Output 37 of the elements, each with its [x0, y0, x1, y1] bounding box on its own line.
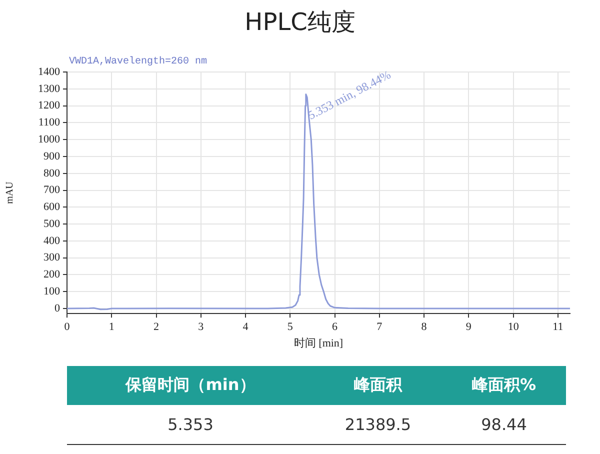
x-tick-label: 6 [332, 321, 338, 334]
text: 峰面积% [442, 366, 566, 405]
x-axis-title: 时间 [min] [294, 336, 344, 350]
text: 21389.5 [314, 405, 442, 444]
x-tick-label: 4 [242, 321, 249, 334]
x-tick-label: 1 [108, 321, 114, 334]
y-tick-label: 1200 [38, 100, 60, 112]
x-tick-label: 3 [198, 321, 204, 334]
y-tick-label: 300 [44, 252, 60, 264]
chart-title: HPLC纯度 [244, 7, 356, 38]
y-tick-label: 1300 [38, 82, 60, 95]
y-tick-label: 800 [44, 167, 60, 180]
x-tick-label: 5 [287, 321, 294, 334]
y-tick-label: 400 [44, 234, 60, 247]
x-tick-label: 11 [552, 321, 564, 334]
y-tick-label: 0 [54, 302, 60, 314]
y-tick-label: 200 [44, 268, 60, 281]
text: 5.353 [67, 405, 314, 444]
x-tick-label: 7 [376, 321, 383, 334]
y-tick-label: 700 [44, 184, 60, 196]
y-tick-label: 500 [44, 218, 60, 230]
x-tick-label: 10 [508, 321, 520, 334]
x-tick-label: 2 [154, 321, 160, 334]
y-tick-label: 100 [44, 286, 60, 298]
text: 保留时间（min） [67, 366, 314, 405]
y-tick-label: 1400 [38, 66, 60, 78]
y-tick-label: 900 [44, 150, 60, 162]
x-tick-label: 8 [421, 321, 428, 334]
y-tick-label: 1100 [38, 116, 60, 129]
text: 峰面积 [314, 366, 442, 405]
x-tick-label: 0 [64, 321, 70, 334]
chart-subtitle: VWD1A,Wavelength=260 nm [69, 56, 208, 68]
y-tick-label: 600 [44, 201, 60, 214]
y-tick-label: 1000 [38, 133, 60, 146]
x-tick-label: 9 [466, 321, 472, 334]
text: 98.44 [442, 405, 566, 444]
y-axis-title: mAU [4, 180, 16, 204]
